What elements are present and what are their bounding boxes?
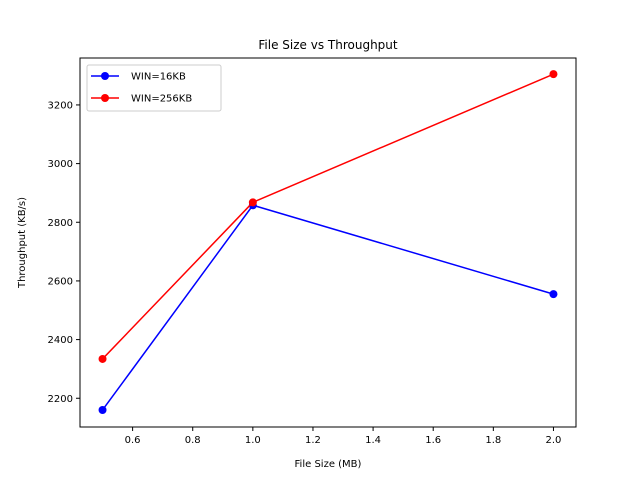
y-tick-label: 2600 (48, 276, 73, 287)
legend-marker-win-256kb (101, 94, 109, 102)
x-tick-label: 1.6 (425, 435, 441, 446)
x-tick-label: 1.2 (305, 435, 321, 446)
x-tick-label: 0.6 (125, 435, 141, 446)
plot-area (79, 57, 577, 428)
y-tick-label: 3200 (48, 100, 73, 111)
series-layer (98, 70, 558, 414)
x-axis-label: File Size (MB) (295, 459, 362, 470)
y-tick-label: 2400 (48, 335, 73, 346)
chart-title: File Size vs Throughput (258, 38, 398, 52)
x-tick-label: 0.8 (185, 435, 201, 446)
legend-label-win-256kb: WIN=256KB (131, 94, 192, 105)
axes-frame (79, 57, 577, 428)
y-tick-label: 2800 (48, 218, 73, 229)
data-point-win-256kb (248, 198, 257, 207)
legend-marker-win-16kb (101, 72, 109, 80)
x-tick-label: 1.0 (245, 435, 261, 446)
data-point-win-16kb (98, 405, 107, 414)
data-point-win-256kb (98, 354, 107, 363)
data-point-win-16kb (549, 290, 558, 299)
y-axis-label: Throughput (KB/s) (17, 197, 28, 289)
x-tick-label: 1.8 (485, 435, 501, 446)
data-point-win-256kb (549, 70, 558, 79)
legend-box (86, 64, 222, 112)
x-tick-label: 1.4 (365, 435, 381, 446)
legend-label-win-16kb: WIN=16KB (131, 72, 186, 83)
x-tick-label: 2.0 (546, 435, 562, 446)
legend: WIN=16KB WIN=256KB (86, 64, 222, 112)
y-axis: 2200 2400 2600 2800 3000 3200 (48, 100, 80, 405)
x-axis: 0.6 0.8 1.0 1.2 1.4 1.6 1.8 2.0 (125, 427, 562, 446)
y-tick-label: 2200 (48, 394, 73, 405)
y-tick-label: 3000 (48, 159, 73, 170)
